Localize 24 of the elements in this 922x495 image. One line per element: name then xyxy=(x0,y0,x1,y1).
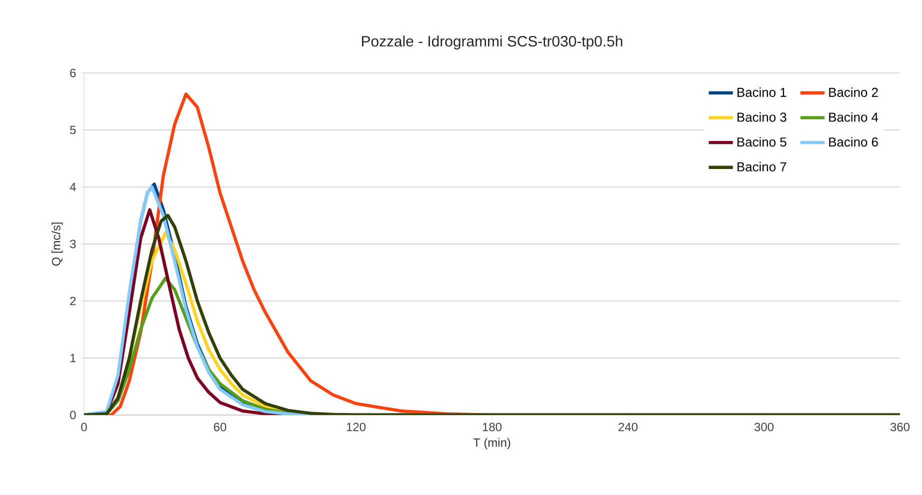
x-tick-label: 240 xyxy=(618,422,638,432)
legend-label: Bacino 3 xyxy=(738,112,786,122)
legend-label: Bacino 6 xyxy=(829,137,878,147)
legend-label: Bacino 7 xyxy=(738,162,786,172)
y-tick-label: 4 xyxy=(70,182,76,192)
legend-label: Bacino 2 xyxy=(829,87,878,97)
legend-label: Bacino 4 xyxy=(829,112,878,122)
y-tick-label: 0 xyxy=(70,410,76,420)
x-tick-label: 120 xyxy=(346,422,366,432)
x-axis-title: T (min) xyxy=(473,438,510,450)
x-tick-label: 0 xyxy=(81,422,87,432)
y-tick-label: 1 xyxy=(70,354,76,362)
x-tick-label: 360 xyxy=(890,422,910,432)
y-tick-label: 5 xyxy=(70,126,76,134)
y-tick-label: 6 xyxy=(70,68,76,78)
x-tick-label: 180 xyxy=(482,422,502,432)
y-tick-label: 2 xyxy=(70,296,76,306)
x-tick-label: 300 xyxy=(754,422,774,432)
y-tick-label: 3 xyxy=(70,240,76,248)
chart-title: Pozzale - Idrogrammi SCS-tr030-tp0.5h xyxy=(362,36,622,50)
x-tick-label: 60 xyxy=(214,422,226,432)
legend-label: Bacino 1 xyxy=(738,87,786,97)
y-axis-title: Q [mc/s] xyxy=(52,222,63,266)
legend-label: Bacino 5 xyxy=(738,137,786,147)
